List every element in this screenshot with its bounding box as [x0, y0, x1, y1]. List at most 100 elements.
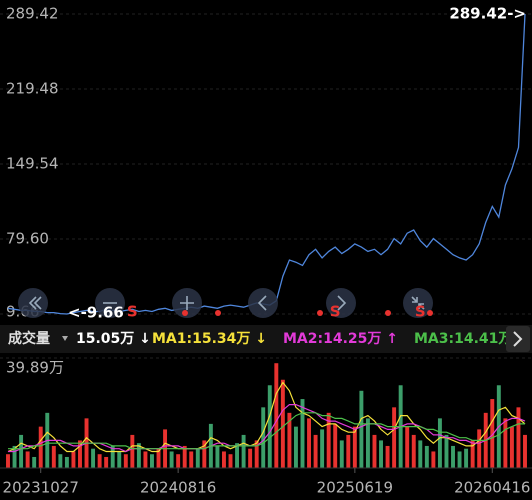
volume-bar	[202, 440, 207, 468]
signal-dot	[427, 310, 433, 316]
volume-bar	[431, 451, 436, 468]
volume-bar	[280, 379, 285, 468]
volume-bar	[195, 448, 200, 468]
volume-bar	[437, 418, 442, 468]
volume-bar	[130, 434, 135, 468]
volume-bar	[503, 418, 508, 468]
chevron-icon	[513, 331, 523, 347]
volume-bar	[254, 440, 259, 468]
rewind-button[interactable]	[18, 288, 48, 318]
overlay: 289.42-><-9.66 S S S	[68, 5, 526, 322]
volume-bar	[418, 440, 423, 468]
signal-dots	[182, 310, 433, 316]
legend-next-button[interactable]	[506, 326, 530, 352]
volume-bar	[477, 429, 482, 468]
volume-bar	[267, 385, 272, 468]
prev-button[interactable]	[248, 288, 278, 318]
dropdown-icon[interactable]	[62, 336, 68, 341]
signal-label: S	[415, 303, 426, 321]
x-tick-label: 20231027	[3, 479, 79, 497]
volume-bar	[64, 456, 69, 468]
signal-label: S	[330, 303, 341, 321]
x-tick-label: 20260416	[454, 479, 530, 497]
volume-bar	[6, 454, 10, 468]
volume-bar	[51, 445, 56, 468]
next-icon	[337, 295, 347, 311]
y-tick-label: 219.48	[6, 80, 59, 98]
volume-bar	[352, 426, 357, 468]
volume-bar	[451, 445, 455, 468]
volume-bar	[235, 443, 240, 468]
volume-bar	[464, 448, 469, 468]
toolbar	[18, 288, 433, 318]
volume-bar	[176, 454, 181, 468]
volume-bar	[372, 434, 377, 468]
volume-bar	[215, 445, 220, 468]
y-tick-label: 39.89万	[6, 359, 64, 377]
volume-bar	[313, 434, 318, 468]
volume-bar	[150, 454, 154, 468]
volume-bar	[248, 448, 253, 468]
volume-bar	[32, 456, 37, 468]
volume-bar	[457, 451, 462, 468]
volume-bar	[339, 440, 344, 468]
volume-bar	[411, 434, 416, 468]
signal-dot	[182, 310, 188, 316]
volume-bar	[379, 440, 383, 468]
x-tick-label: 20250619	[317, 479, 393, 497]
volume-bar	[104, 456, 109, 468]
volume-bar	[38, 426, 43, 468]
legend: MA1:15.34万 ↓ MA2:14.25万 ↑ MA3:14.41万 ↑	[152, 331, 529, 347]
volume-bar	[490, 399, 495, 468]
volume-bar	[274, 363, 279, 468]
series-line	[7, 381, 526, 453]
signal-label: S	[127, 303, 138, 321]
volume-bar	[346, 434, 351, 468]
volume-bar	[123, 454, 128, 468]
volume-bar	[307, 418, 312, 468]
collapse-button[interactable]	[403, 288, 433, 318]
volume-bar	[523, 434, 527, 468]
volume-bar	[365, 418, 370, 468]
legend-bar	[0, 325, 532, 353]
signal-dot	[317, 310, 323, 316]
volume-bar	[359, 390, 364, 468]
volume-bar	[405, 426, 410, 468]
plus-icon	[180, 296, 194, 310]
collapse-icon	[411, 296, 425, 310]
volume-bar	[143, 451, 148, 468]
volume-bar	[300, 399, 305, 468]
volume-bar	[110, 445, 115, 468]
volume-bar	[189, 451, 194, 468]
rewind-icon	[28, 296, 42, 310]
volume-bar	[169, 451, 174, 468]
next-button[interactable]	[326, 288, 356, 318]
signal-dot	[385, 310, 391, 316]
volume-bar	[25, 451, 30, 468]
volume-bar	[156, 448, 161, 468]
min-annotation: <-9.66	[68, 304, 124, 322]
volume-title: 成交量	[8, 330, 50, 347]
volume-bar	[221, 451, 226, 468]
series-line	[8, 412, 525, 450]
volume-bar	[385, 445, 390, 468]
volume-bar	[261, 407, 266, 468]
volume-bar	[241, 434, 246, 468]
prev-icon	[257, 295, 267, 311]
volume-bar	[58, 454, 63, 468]
legend-entry: MA2:14.25万 ↑	[283, 331, 398, 347]
volume-bar	[12, 445, 17, 468]
volume-bar	[424, 445, 429, 468]
volume-bar	[470, 440, 475, 468]
legend-entry: MA3:14.41万 ↑	[414, 331, 529, 347]
volume-bar	[117, 451, 122, 468]
y-tick-label: 289.42	[6, 5, 59, 23]
y-tick-label: 149.54	[6, 155, 59, 173]
volume-bar	[287, 412, 292, 468]
volume-bar	[97, 454, 102, 468]
volume-bar	[516, 407, 521, 468]
y-tick-label: 79.60	[6, 230, 49, 248]
volume-bar	[78, 440, 82, 468]
